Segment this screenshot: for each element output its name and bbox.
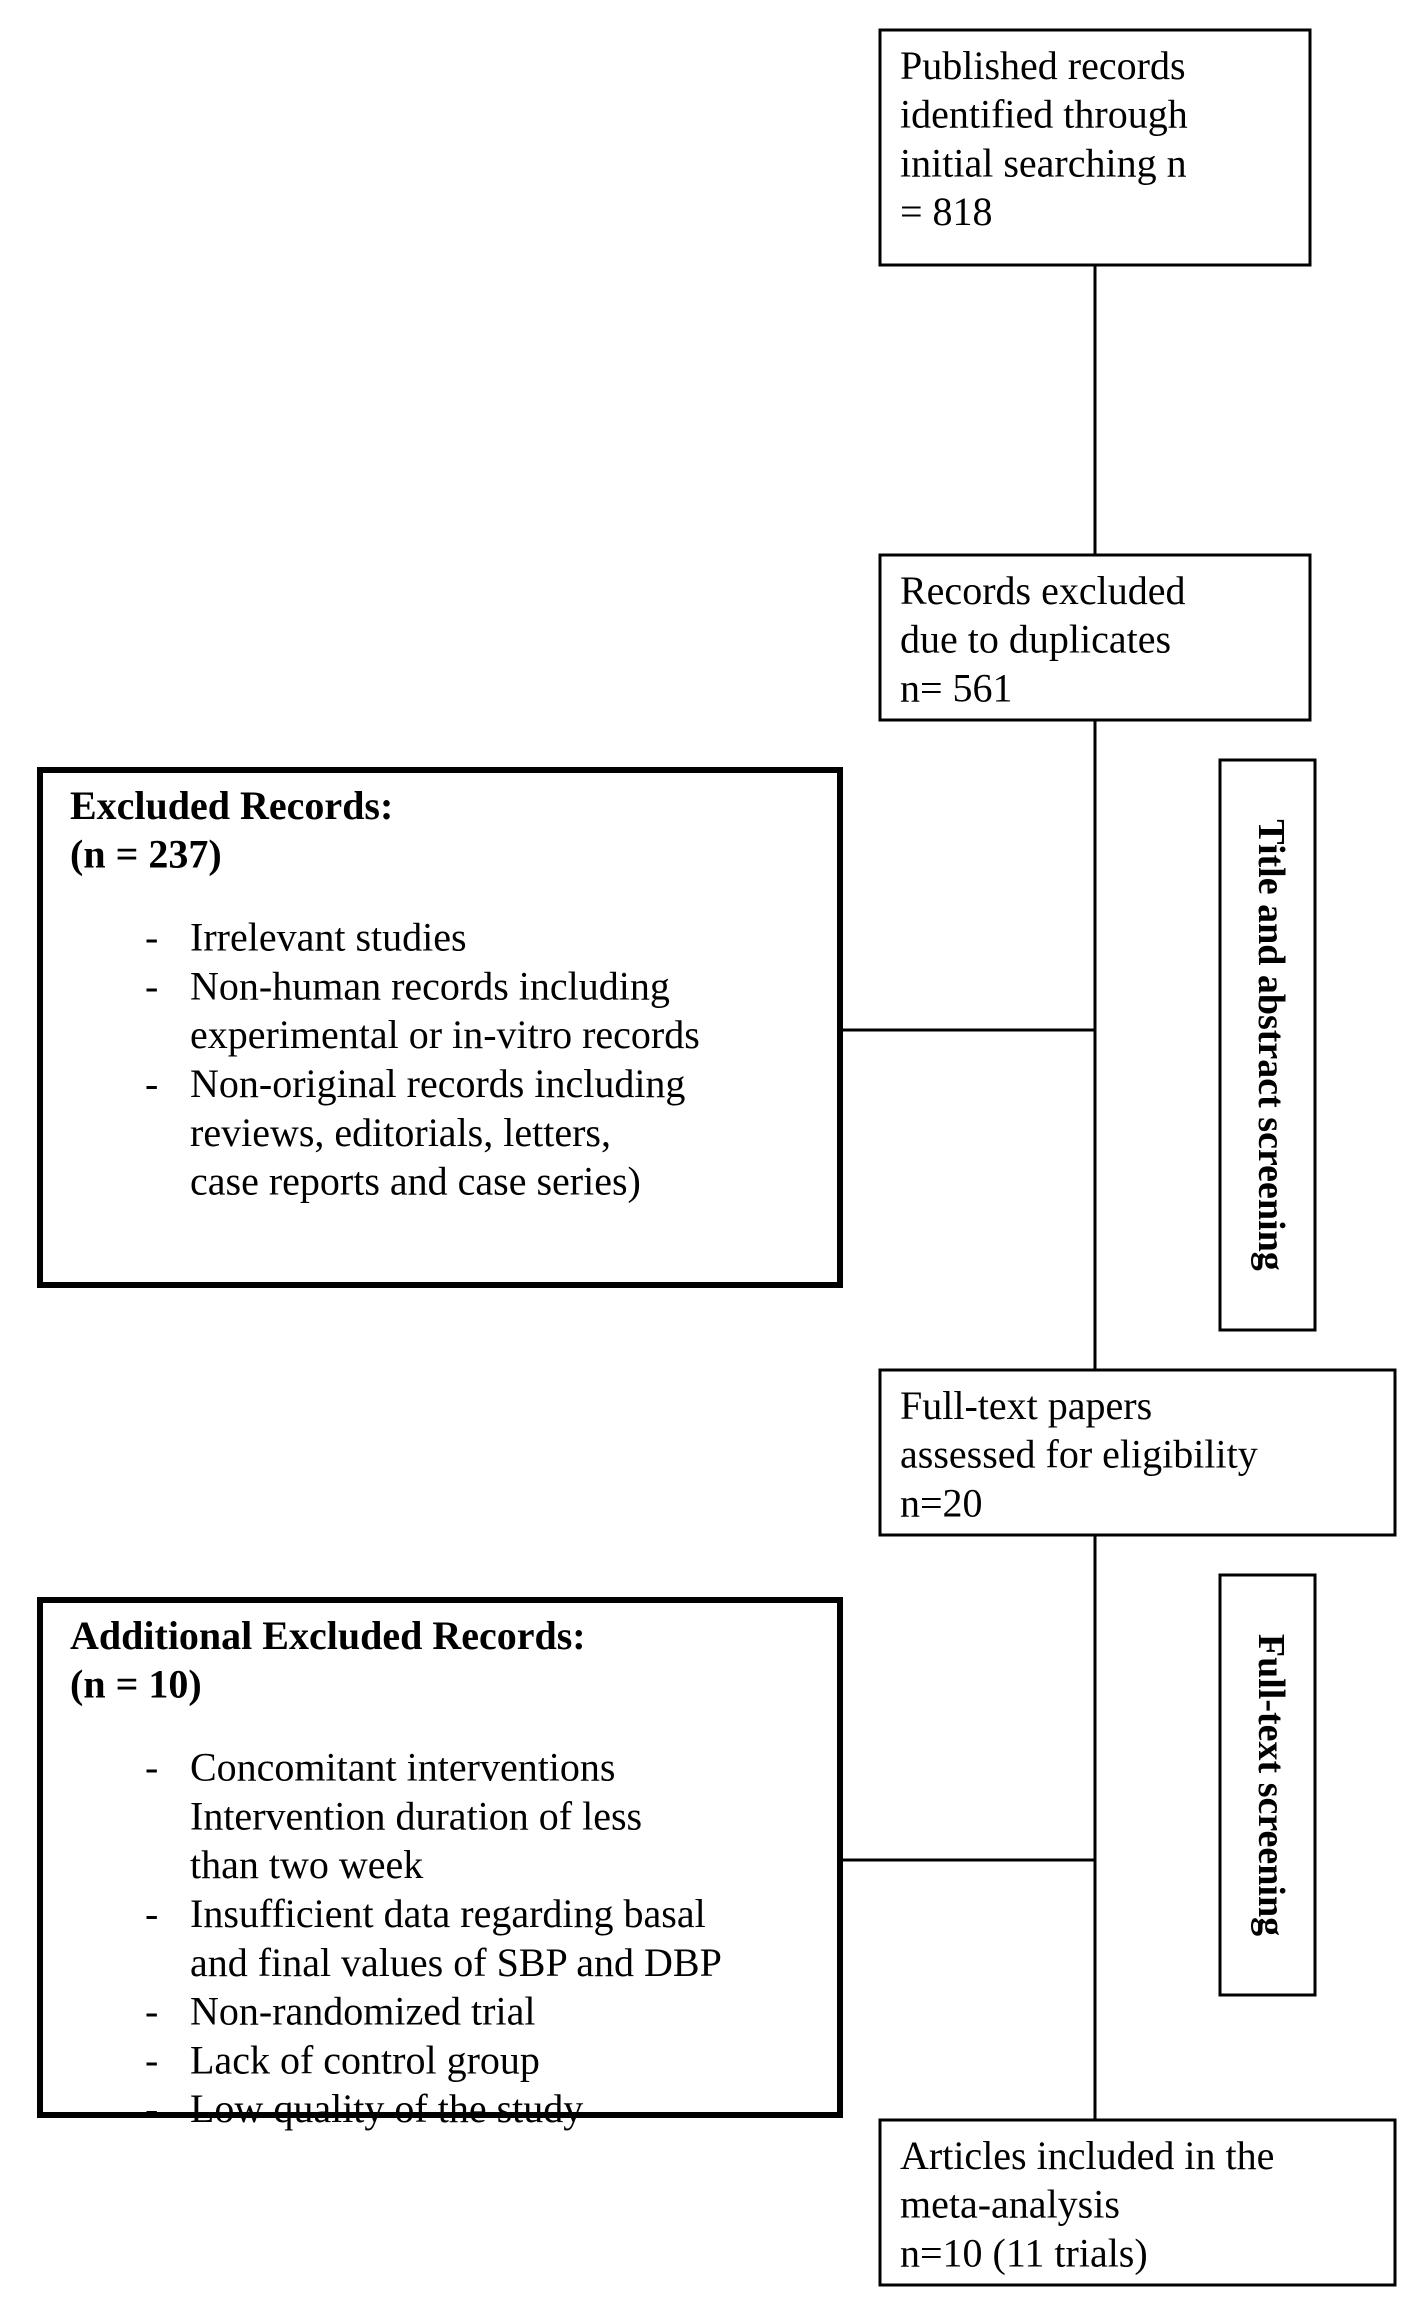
svg-text:-: - <box>145 1061 158 1106</box>
svg-text:due to duplicates: due to duplicates <box>900 617 1171 662</box>
svg-text:case reports and case series): case reports and case series) <box>190 1159 641 1204</box>
flowchart-canvas: Published recordsidentified throughiniti… <box>0 0 1421 2306</box>
svg-text:Intervention duration of less: Intervention duration of less <box>190 1793 642 1838</box>
svg-text:Low quality of the study: Low quality of the study <box>190 2086 583 2131</box>
svg-text:Articles included in the: Articles included in the <box>900 2133 1274 2178</box>
svg-text:n=10 (11 trials): n=10 (11 trials) <box>900 2230 1148 2275</box>
svg-text:Full-text papers: Full-text papers <box>900 1383 1152 1428</box>
svg-text:and final values of SBP and DB: and final values of SBP and DBP <box>190 1940 722 1985</box>
svg-text:Insufficient data regarding ba: Insufficient data regarding basal <box>190 1891 706 1936</box>
svg-text:Non-human records including: Non-human records including <box>190 963 670 1008</box>
svg-text:-: - <box>145 1891 158 1936</box>
box-records-excluded-dup: Records excludeddue to duplicatesn= 561 <box>880 555 1310 720</box>
svg-text:-: - <box>145 2086 158 2131</box>
svg-text:experimental or in-vitro recor: experimental or in-vitro records <box>190 1012 700 1057</box>
svg-text:Non-original records including: Non-original records including <box>190 1061 685 1106</box>
svg-text:n= 561: n= 561 <box>900 665 1013 710</box>
svg-text:Lack of control group: Lack of control group <box>190 2037 540 2082</box>
box-records-identified: Published recordsidentified throughiniti… <box>880 30 1310 265</box>
svg-text:Irrelevant studies: Irrelevant studies <box>190 915 467 960</box>
svg-text:(n = 237): (n = 237) <box>70 832 222 877</box>
svg-text:-: - <box>145 1745 158 1790</box>
svg-text:Concomitant interventions: Concomitant interventions <box>190 1745 616 1790</box>
svg-text:Excluded Records:: Excluded Records: <box>70 783 393 828</box>
svg-text:identified through: identified through <box>900 92 1188 137</box>
box-fulltext-assessed: Full-text papersassessed for eligibility… <box>880 1370 1395 1535</box>
svg-text:n=20: n=20 <box>900 1480 983 1525</box>
svg-text:Additional Excluded Records:: Additional Excluded Records: <box>70 1613 586 1658</box>
svg-text:meta-analysis: meta-analysis <box>900 2182 1120 2227</box>
svg-text:reviews, editorials, letters,: reviews, editorials, letters, <box>190 1110 611 1155</box>
svg-text:Non-randomized trial: Non-randomized trial <box>190 1989 535 2034</box>
stage-label-title-abstract: Title and abstract screening <box>1220 760 1315 1330</box>
svg-text:assessed for eligibility: assessed for eligibility <box>900 1432 1258 1477</box>
svg-text:initial searching n: initial searching n <box>900 140 1187 185</box>
box-additional-excluded: Additional Excluded Records:(n = 10)-Con… <box>40 1600 840 2131</box>
svg-text:Full-text screening: Full-text screening <box>1250 1634 1292 1936</box>
svg-text:Published records: Published records <box>900 43 1186 88</box>
stage-label-fulltext: Full-text screening <box>1220 1575 1315 1995</box>
svg-text:= 818: = 818 <box>900 189 993 234</box>
svg-text:Title and abstract screening: Title and abstract screening <box>1250 819 1292 1270</box>
box-articles-included: Articles included in themeta-analysisn=1… <box>880 2120 1395 2285</box>
svg-text:-: - <box>145 1989 158 2034</box>
svg-text:-: - <box>145 963 158 1008</box>
box-excluded-records: Excluded Records:(n = 237)-Irrelevant st… <box>40 770 840 1285</box>
svg-text:-: - <box>145 2037 158 2082</box>
svg-text:than two week: than two week <box>190 1842 423 1887</box>
svg-text:(n = 10): (n = 10) <box>70 1662 202 1707</box>
svg-text:Records excluded: Records excluded <box>900 568 1185 613</box>
svg-text:-: - <box>145 915 158 960</box>
